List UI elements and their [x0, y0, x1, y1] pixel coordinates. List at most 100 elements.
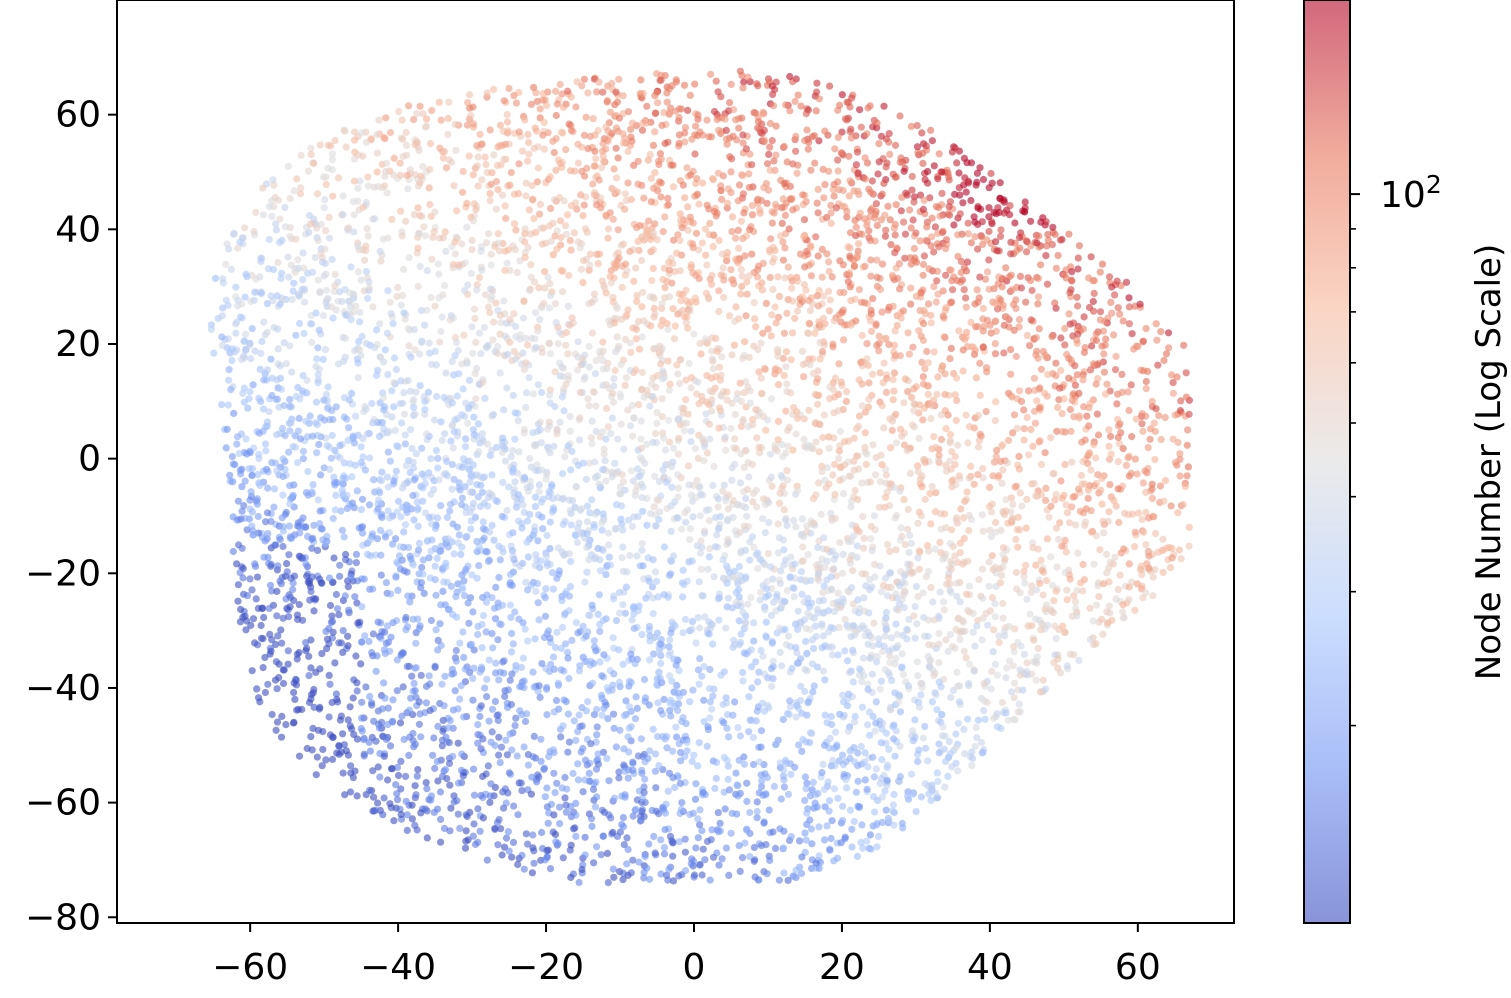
scatter-point — [532, 89, 540, 97]
scatter-point — [1034, 293, 1043, 301]
scatter-point — [228, 356, 236, 365]
scatter-point — [835, 624, 843, 632]
scatter-point — [417, 307, 425, 315]
scatter-point — [1114, 585, 1122, 594]
scatter-point — [768, 482, 776, 490]
scatter-point — [299, 514, 307, 522]
scatter-point — [706, 545, 714, 553]
scatter-point — [237, 605, 245, 614]
scatter-point — [838, 91, 846, 99]
scatter-point — [781, 244, 789, 252]
scatter-point — [474, 182, 482, 190]
scatter-point — [761, 606, 769, 614]
scatter-point — [663, 744, 671, 752]
scatter-point — [1030, 636, 1038, 644]
scatter-point — [467, 525, 475, 533]
scatter-point — [282, 721, 290, 729]
scatter-point — [279, 614, 287, 622]
scatter-point — [1068, 503, 1076, 511]
scatter-point — [299, 387, 307, 395]
scatter-point — [254, 512, 262, 521]
scatter-point — [853, 542, 861, 550]
scatter-point — [397, 377, 405, 385]
scatter-point — [1154, 361, 1162, 369]
scatter-point — [542, 475, 550, 483]
scatter-point — [625, 703, 634, 711]
scatter-point — [621, 271, 629, 279]
scatter-point — [1052, 635, 1060, 643]
scatter-point — [417, 733, 425, 741]
scatter-point — [418, 212, 426, 221]
scatter-point — [1009, 500, 1017, 508]
scatter-point — [627, 125, 635, 133]
scatter-point — [684, 226, 692, 234]
scatter-point — [657, 707, 665, 715]
scatter-point — [452, 657, 460, 665]
scatter-point — [1073, 587, 1081, 595]
scatter-point — [729, 106, 738, 114]
scatter-point — [511, 435, 519, 443]
scatter-point — [945, 737, 953, 746]
scatter-point — [764, 674, 772, 682]
scatter-point — [906, 469, 915, 478]
scatter-point — [766, 450, 775, 458]
scatter-point — [760, 819, 768, 827]
scatter-point — [825, 167, 833, 175]
scatter-point — [1065, 374, 1073, 382]
scatter-point — [794, 414, 802, 422]
scatter-point — [949, 286, 957, 294]
scatter-point — [741, 546, 750, 554]
scatter-point — [793, 307, 802, 315]
scatter-point — [933, 390, 941, 398]
scatter-point — [745, 728, 753, 736]
scatter-point — [873, 653, 881, 661]
scatter-point — [731, 435, 739, 443]
scatter-point — [405, 543, 413, 552]
scatter-point — [858, 402, 867, 410]
scatter-point — [307, 150, 315, 158]
scatter-point — [607, 279, 615, 287]
scatter-point — [252, 275, 260, 283]
scatter-point — [537, 304, 546, 312]
scatter-point — [487, 180, 496, 188]
scatter-point — [964, 439, 972, 447]
scatter-point — [299, 372, 307, 380]
scatter-point — [354, 242, 362, 250]
scatter-point — [474, 805, 482, 813]
scatter-point — [288, 368, 296, 376]
scatter-point — [849, 678, 857, 686]
scatter-point — [591, 473, 599, 482]
scatter-point — [558, 363, 566, 371]
scatter-point — [439, 154, 447, 162]
scatter-point — [697, 565, 706, 573]
scatter-point — [326, 601, 335, 610]
scatter-point — [431, 562, 439, 570]
scatter-point — [965, 582, 974, 590]
scatter-point — [509, 552, 517, 560]
scatter-point — [914, 592, 922, 601]
scatter-point — [695, 200, 703, 208]
scatter-point — [481, 291, 490, 299]
scatter-point — [504, 127, 512, 135]
scatter-point — [777, 472, 785, 480]
scatter-point — [882, 226, 890, 234]
scatter-point — [858, 479, 866, 487]
scatter-point — [812, 632, 820, 641]
scatter-point — [397, 757, 405, 766]
scatter-point — [723, 579, 731, 587]
scatter-point — [294, 427, 302, 435]
scatter-point — [284, 613, 293, 621]
scatter-point — [686, 213, 694, 221]
scatter-point — [708, 271, 716, 279]
scatter-point — [851, 216, 859, 224]
scatter-point — [384, 371, 392, 379]
scatter-point — [370, 793, 378, 801]
scatter-point — [345, 606, 353, 614]
scatter-point — [959, 276, 967, 284]
scatter-point — [767, 473, 776, 481]
scatter-point — [898, 193, 906, 201]
scatter-point — [600, 450, 608, 458]
scatter-point — [1160, 497, 1168, 505]
scatter-point — [967, 462, 975, 470]
scatter-point — [420, 393, 428, 401]
